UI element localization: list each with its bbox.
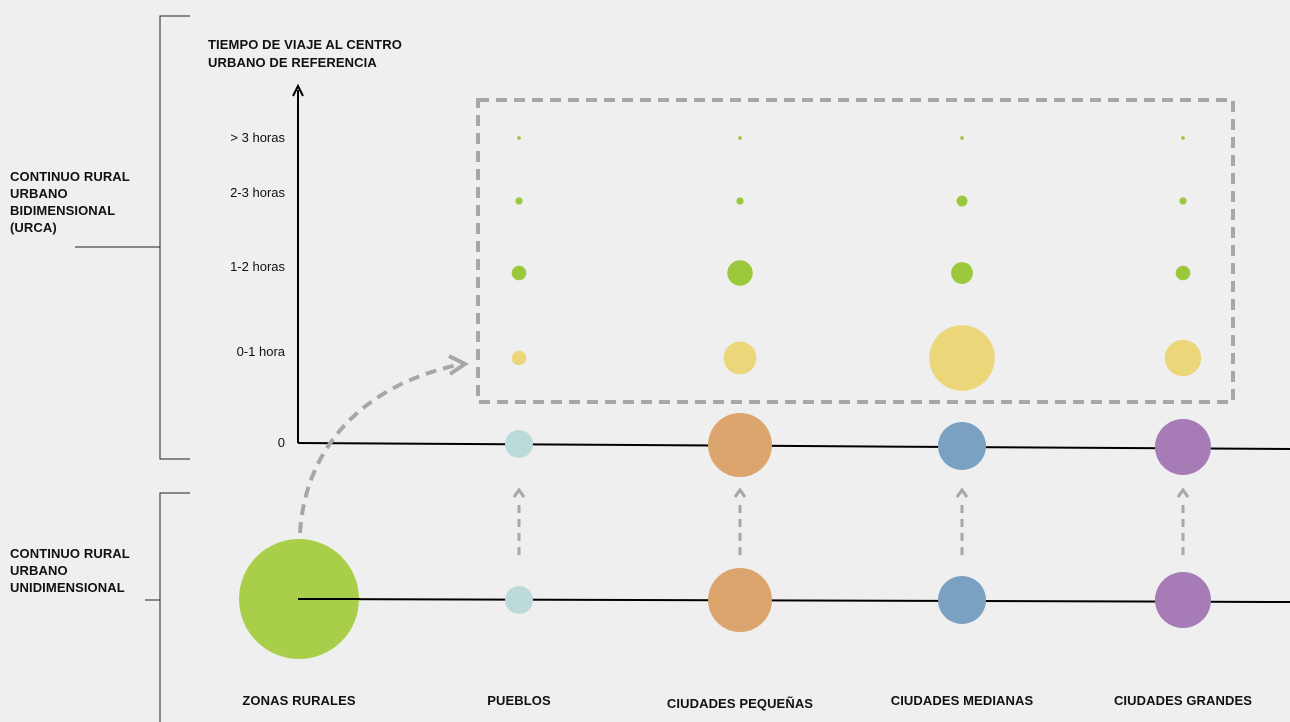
bubble-ciudades-pequeñas--3-horas [738,136,742,140]
ciudades-medianas-bubble-uni [938,576,986,624]
y-tick-label: 0-1 hora [236,344,285,359]
section-bi-line-4: (URCA) [10,220,57,235]
y-axis-title-line-2: URBANO DE REFERENCIA [208,55,377,70]
x-axis-unidimensional [297,598,1290,603]
bubble-ciudades-medianas-0-1-hora [929,325,995,391]
category-label-zonas-rurales: ZONAS RURALES [242,693,356,708]
section-bi-line-2: URBANO [10,186,68,201]
bubble-pueblos-2-3-horas [515,197,523,205]
category-label-pueblos: PUEBLOS [487,693,551,708]
pueblos-bubble-uni [505,586,533,614]
section-label-unidimensional: CONTINUO RURAL URBANO UNIDIMENSIONAL [10,545,160,596]
ciudades-medianas-bubble-bi [938,422,986,470]
bubble-ciudades-grandes-2-3-horas [1179,197,1187,205]
rural-to-urca-arrowhead [448,354,469,376]
section-uni-line-2: URBANO [10,563,68,578]
y-axis-title: TIEMPO DE VIAJE AL CENTRO URBANO DE REFE… [208,36,402,72]
bubble-ciudades-grandes--3-horas [1181,136,1185,140]
pueblos-bubble-bi [505,430,533,458]
ciudades-grandes-bubble-uni [1155,572,1211,628]
bubble-ciudades-medianas-1-2-horas [951,262,973,284]
bubble-ciudades-grandes-0-1-hora [1164,339,1202,377]
urca-dashed-region [476,98,1235,404]
bubble-ciudades-medianas-2-3-horas [956,195,968,207]
bubble-ciudades-pequeñas-1-2-horas [727,260,753,286]
unidimensional-bracket [159,492,190,722]
bubble-ciudades-grandes-1-2-horas [1175,265,1191,281]
bubble-ciudades-pequeñas-2-3-horas [736,197,744,205]
bubble-ciudades-pequeñas-0-1-hora [723,341,757,375]
ciudades-pequenas-bubble-bi [708,413,772,477]
category-label-ciudades-pequenas: CIUDADES PEQUEÑAS [666,696,814,711]
section-uni-line-1: CONTINUO RURAL [10,546,130,561]
y-tick-label: 0 [277,435,285,450]
bubble-pueblos--3-horas [517,136,521,140]
x-axis-bidimensional [297,442,1290,450]
y-axis-arrowhead [292,83,304,97]
vertical-arrows [512,487,1190,555]
section-uni-line-3: UNIDIMENSIONAL [10,580,125,595]
ciudades-grandes-bubble-bi [1155,419,1211,475]
bubble-pueblos-0-1-hora [511,350,527,366]
y-tick-label: 2-3 horas [230,185,285,200]
section-bi-line-3: BIDIMENSIONAL [10,203,116,218]
bubble-ciudades-medianas--3-horas [960,136,964,140]
bubble-pueblos-1-2-horas [511,265,527,281]
section-label-bidimensional: CONTINUO RURAL URBANO BIDIMENSIONAL (URC… [10,168,160,236]
section-bi-line-1: CONTINUO RURAL [10,169,130,184]
y-tick-label: > 3 horas [230,130,285,145]
bidimensional-bracket [159,15,190,460]
rural-to-urca-arrow [298,362,463,534]
category-label-ciudades-medianas: CIUDADES MEDIANAS [890,693,1034,708]
category-label-ciudades-grandes: CIUDADES GRANDES [1113,693,1253,708]
y-axis-title-line-1: TIEMPO DE VIAJE AL CENTRO [208,37,402,52]
travel-time-bubbles [511,136,1202,391]
y-tick-label: 1-2 horas [230,259,285,274]
ciudades-pequenas-bubble-uni [708,568,772,632]
